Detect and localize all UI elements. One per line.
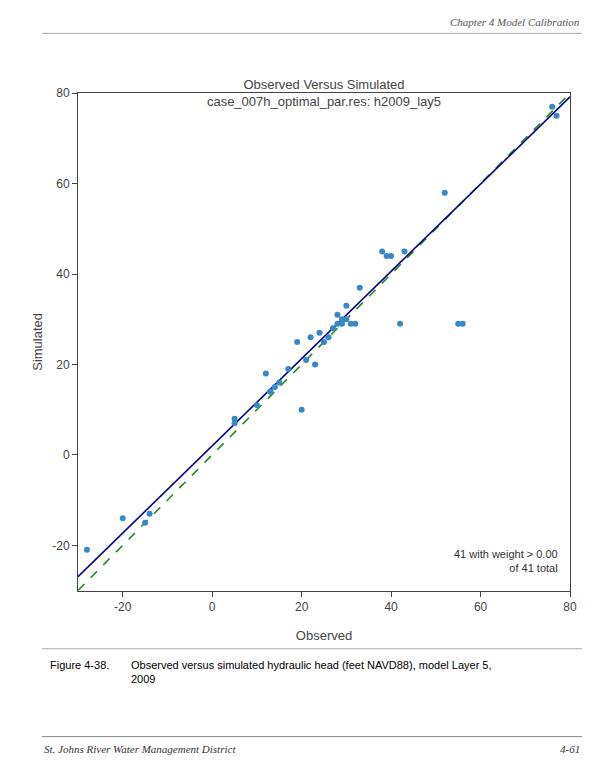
svg-text:Observed versus simulated hydr: Observed versus simulated hydraulic head… bbox=[131, 659, 492, 685]
svg-text:0: 0 bbox=[63, 448, 70, 462]
svg-text:4-61: 4-61 bbox=[560, 743, 580, 755]
svg-text:Observed Versus Simulatedcase_: Observed Versus Simulatedcase_007h_optim… bbox=[207, 77, 441, 109]
svg-text:-20: -20 bbox=[52, 539, 70, 553]
svg-text:Observed: Observed bbox=[296, 628, 352, 643]
svg-text:40: 40 bbox=[56, 267, 70, 281]
svg-text:20: 20 bbox=[295, 600, 309, 614]
svg-text:40: 40 bbox=[384, 600, 398, 614]
svg-text:Simulated: Simulated bbox=[30, 313, 45, 371]
svg-text:Figure 4-38.: Figure 4-38. bbox=[50, 659, 109, 671]
svg-text:80: 80 bbox=[56, 86, 70, 100]
svg-text:0: 0 bbox=[209, 600, 216, 614]
svg-text:Chapter 4 Model Calibration: Chapter 4 Model Calibration bbox=[450, 16, 580, 28]
svg-text:20: 20 bbox=[56, 358, 70, 372]
svg-text:41 with weight > 0.00of 41 tot: 41 with weight > 0.00of 41 total bbox=[454, 548, 558, 574]
svg-text:St. Johns River Water Manageme: St. Johns River Water Management Distric… bbox=[44, 743, 236, 755]
svg-text:60: 60 bbox=[474, 600, 488, 614]
svg-text:60: 60 bbox=[56, 177, 70, 191]
svg-text:80: 80 bbox=[563, 600, 577, 614]
svg-text:-20: -20 bbox=[114, 600, 132, 614]
